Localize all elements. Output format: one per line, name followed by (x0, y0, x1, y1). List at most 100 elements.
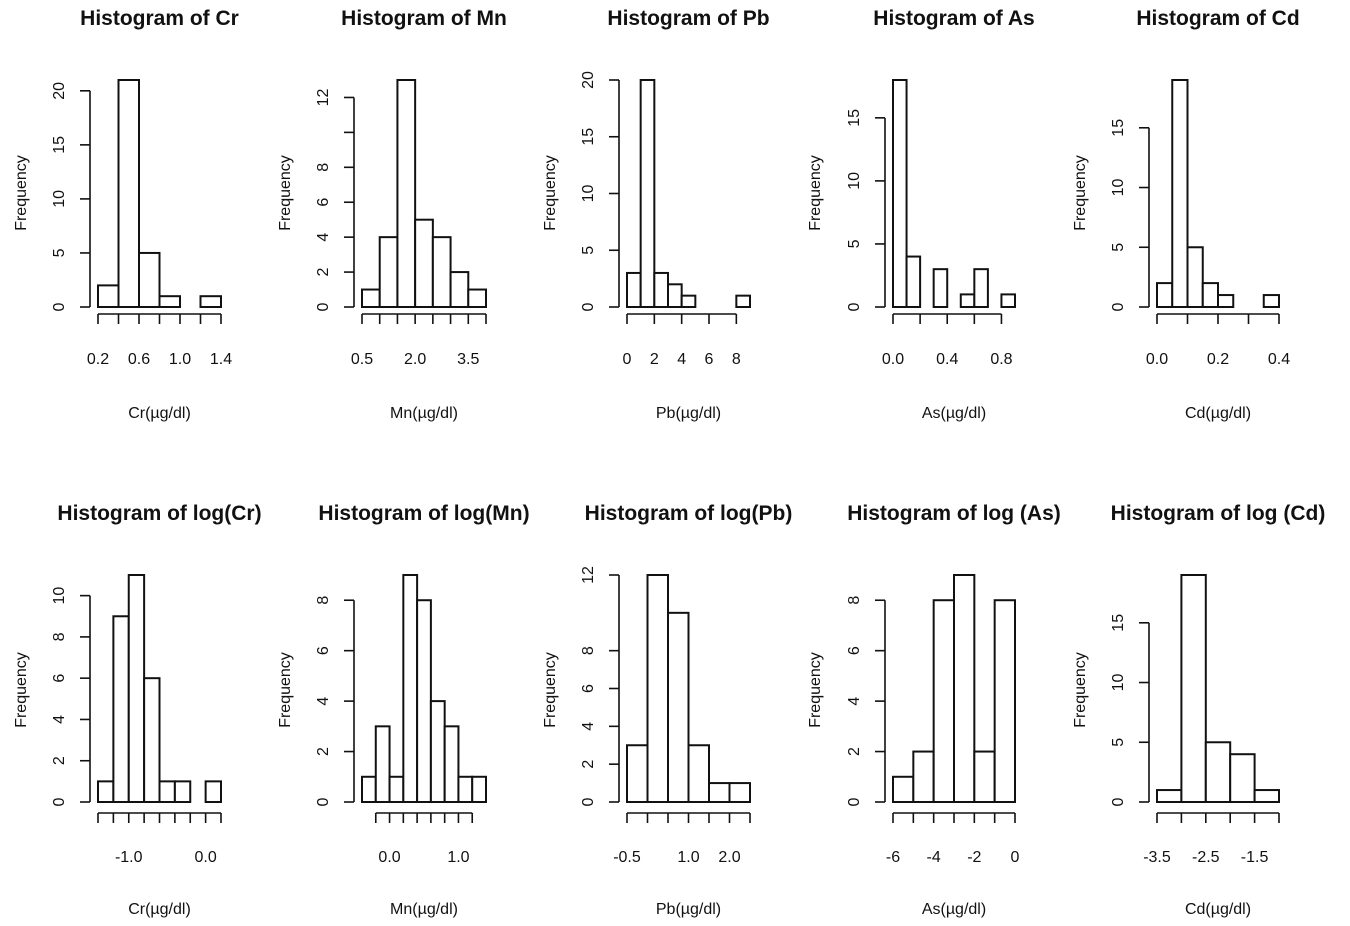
x-tick-label: 1.0 (447, 849, 469, 866)
y-tick-label: 6 (846, 646, 863, 655)
y-tick-label: 5 (1110, 738, 1127, 747)
y-tick-label: 0 (1110, 302, 1127, 311)
y-tick-label: 8 (315, 596, 332, 605)
histogram-bar (687, 744, 710, 803)
y-tick-label: 2 (580, 760, 597, 769)
y-tick-label: 0 (580, 797, 597, 806)
y-tick-label: 6 (51, 674, 68, 683)
y-tick-label: 5 (846, 239, 863, 248)
histogram-bar (457, 775, 474, 803)
histogram-bar (626, 271, 642, 309)
y-tick-label: 5 (51, 248, 68, 257)
histogram-bar (138, 251, 161, 308)
histogram-bar (1156, 282, 1174, 308)
x-axis-label: As(µg/dl) (922, 405, 986, 422)
y-tick-label: 8 (51, 632, 68, 641)
histogram-bar (892, 775, 915, 803)
histogram-bar (402, 574, 419, 803)
histogram-panel-1: Histogram of Cr 0.2 0.6 1.0 1.4 0 5 10 15 20 Cr(µg… (13, 7, 239, 422)
y-axis-label: Frequency (807, 652, 824, 728)
chart-title: Histogram of Pb (607, 7, 769, 30)
histogram-bar (735, 294, 751, 308)
y-tick-label: 0 (315, 302, 332, 311)
x-axis-label: As(µg/dl) (922, 901, 986, 918)
y-tick-label: 15 (846, 109, 863, 127)
histogram-bar (667, 283, 683, 308)
y-axis-label: Frequency (807, 155, 824, 231)
histogram-bar (728, 782, 751, 803)
histogram-bar (112, 615, 130, 803)
y-axis-label: Frequency (277, 652, 294, 728)
histogram-bar (953, 574, 976, 803)
y-tick-label: 0 (51, 302, 68, 311)
x-tick-label: 6 (705, 351, 714, 368)
histogram-bar (932, 268, 949, 308)
x-axis-label: Cr(µg/dl) (128, 901, 191, 918)
histogram-bar (905, 255, 922, 308)
x-tick-label: 0.6 (128, 351, 150, 368)
x-tick-label: 0.4 (936, 351, 958, 368)
histogram-panel-2: Histogram of Mn 0.5 2.0 3.5 0 2 4 6 8 12 Mn(µg/dl)… (277, 7, 507, 422)
x-tick-label: -0.5 (613, 849, 641, 866)
y-tick-label: 8 (846, 596, 863, 605)
histogram-bar (892, 79, 908, 308)
histogram-bar (646, 574, 669, 803)
histogram-bar (1171, 79, 1189, 308)
histogram-bar (158, 780, 176, 804)
histogram-bar (97, 284, 120, 308)
y-tick-label: 15 (1110, 614, 1127, 632)
histogram-bar (1186, 246, 1204, 308)
y-tick-label: 0 (580, 302, 597, 311)
y-tick-label: 4 (315, 697, 332, 706)
histogram-panel-4: Histogram of As 0.0 0.4 0.8 0 5 10 15 As(µg/dl) F… (807, 7, 1035, 422)
histogram-bar (173, 780, 192, 804)
x-axis-label: Cd(µg/dl) (1185, 405, 1251, 422)
histogram-bar (626, 744, 649, 803)
histogram-bar (912, 750, 935, 803)
x-tick-label: 0.4 (1268, 351, 1290, 368)
chart-title: Histogram of Mn (341, 7, 507, 30)
histogram-panel-7: Histogram of log(Mn) 0.0 1.0 0 2 4 6 8 Mn(µg/dl)… (277, 502, 530, 918)
histogram-bar (667, 611, 690, 803)
histogram-panel-5: Histogram of Cd 0.0 0.2 0.4 0 5 10 15 Cd(µg/dl) F… (1072, 7, 1300, 422)
histogram-bar (639, 79, 656, 308)
histogram-bar (143, 677, 161, 804)
histogram-panel-6: Histogram of log(Cr) -1.0 0.0 0 2 4 6 8 10 Cr(µg/… (13, 502, 262, 918)
histogram-bar (117, 79, 140, 308)
histogram-bar (374, 725, 391, 803)
y-tick-label: 2 (846, 747, 863, 756)
chart-title: Histogram of log(Mn) (318, 502, 529, 525)
y-axis-label: Frequency (13, 155, 30, 231)
y-tick-label: 12 (580, 566, 597, 584)
x-tick-label: -1.5 (1241, 849, 1269, 866)
x-tick-label: 2 (650, 351, 659, 368)
histogram-bar (443, 725, 460, 803)
x-tick-label: -4 (927, 849, 941, 866)
histogram-bar (127, 574, 146, 803)
x-tick-label: 1.4 (210, 351, 232, 368)
histogram-bar (1229, 753, 1256, 803)
histogram-panel-3: Histogram of Pb 0 2 4 6 8 0 5 10 15 20 Pb(µg/dl) Fre… (542, 7, 770, 422)
histogram-bar (388, 775, 405, 803)
y-tick-label: 6 (315, 646, 332, 655)
x-tick-label: 0.0 (882, 351, 904, 368)
y-tick-label: 10 (51, 190, 68, 208)
x-tick-label: 0.2 (1207, 351, 1229, 368)
y-tick-label: 10 (1110, 674, 1127, 692)
y-tick-label: 20 (51, 82, 68, 100)
x-tick-label: 4 (677, 351, 686, 368)
histogram-bar (1217, 294, 1235, 309)
histogram-bar (1180, 574, 1207, 803)
x-tick-label: -3.5 (1143, 849, 1171, 866)
y-tick-label: 0 (846, 302, 863, 311)
histogram-bar (378, 236, 399, 308)
y-tick-label: 10 (51, 587, 68, 605)
histogram-bar (1156, 789, 1183, 803)
x-tick-label: 0 (623, 351, 632, 368)
x-axis-label: Cr(µg/dl) (128, 405, 191, 422)
y-tick-label: 2 (315, 268, 332, 277)
histogram-bar (97, 780, 115, 804)
x-axis-label: Mn(µg/dl) (390, 405, 458, 422)
x-tick-label: 0 (1011, 849, 1020, 866)
histogram-panel-10: Histogram of log (Cd) -3.5 -2.5 -1.5 0 5 10 15 C… (1072, 502, 1325, 918)
